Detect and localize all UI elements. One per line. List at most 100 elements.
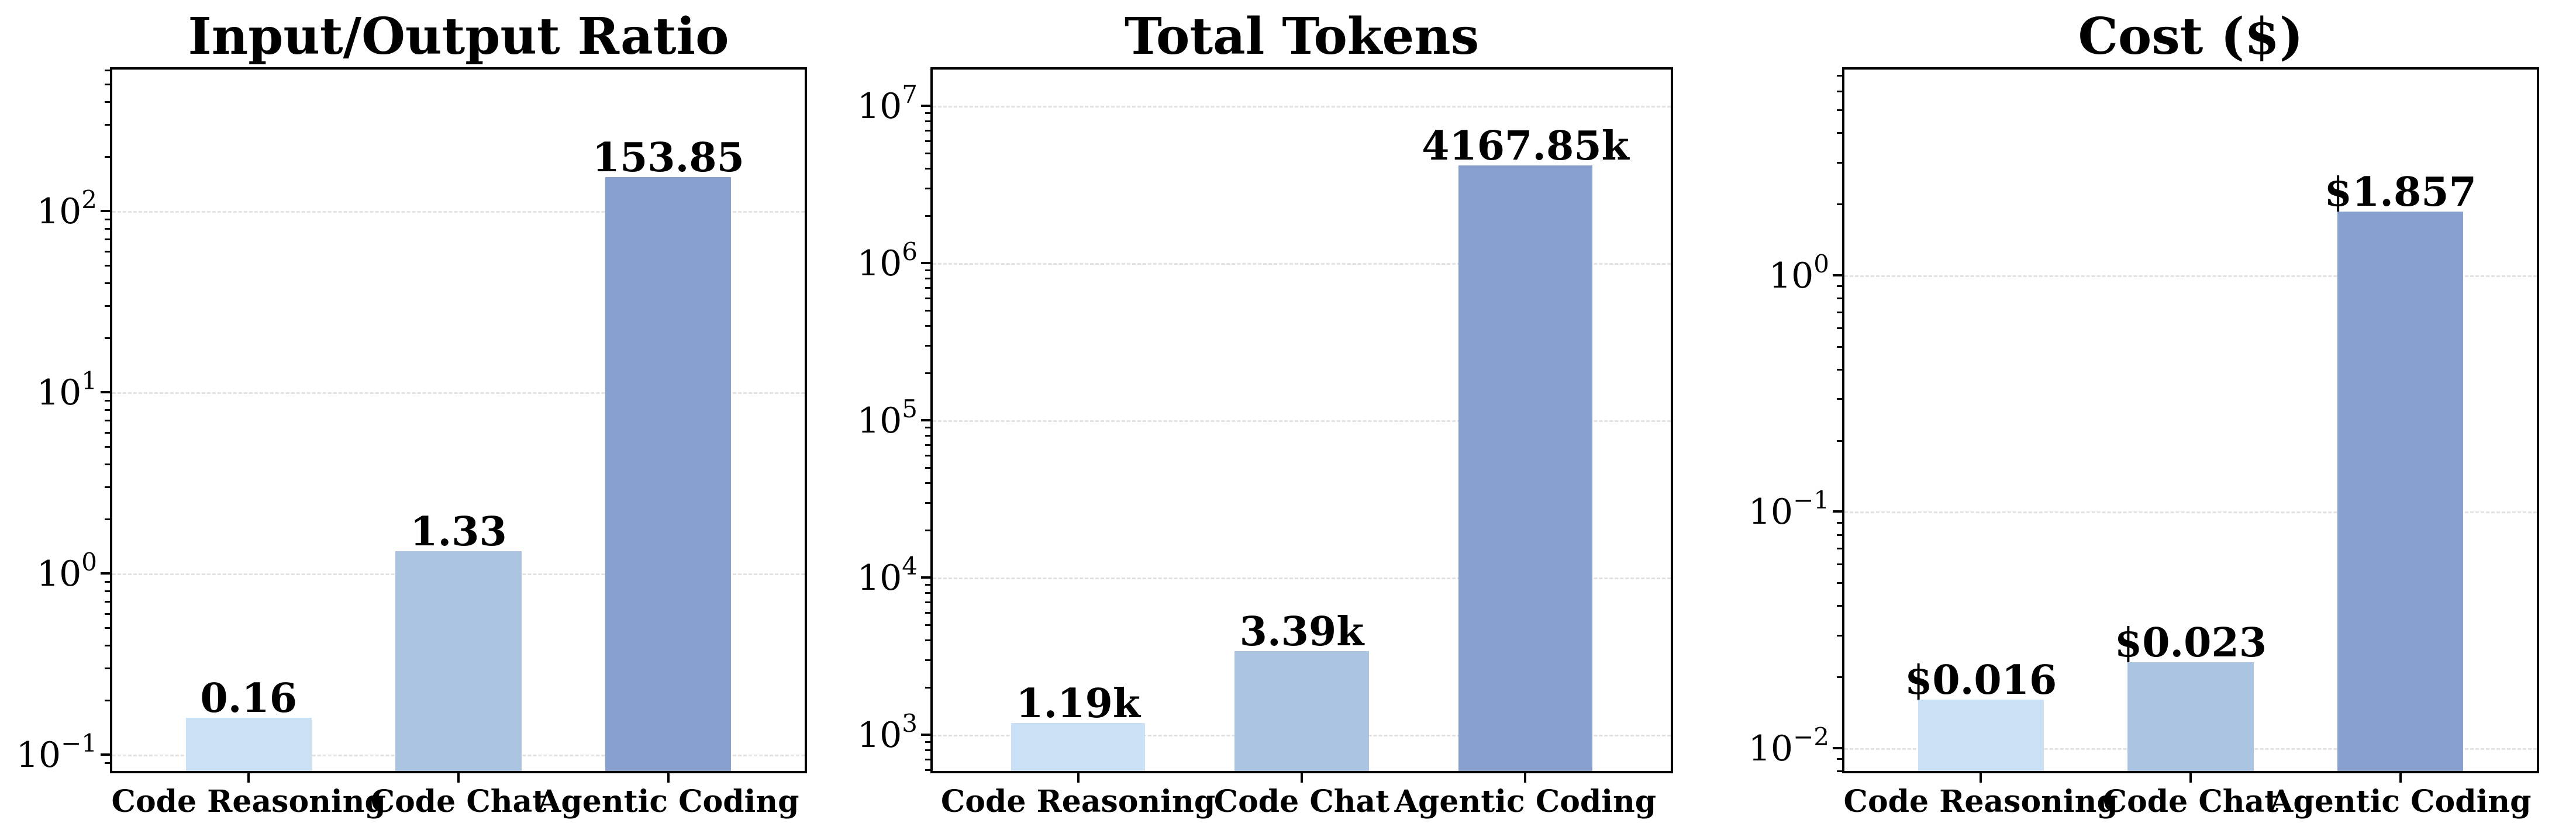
x-tick [1980,773,1982,783]
y-minor-tick [105,419,110,421]
y-minor-tick [105,219,110,221]
chart-panel-1: Input/Output Ratio 10−1 100 101 102 0.16 Code … [0,0,924,837]
bar-value-label: 4167.85k [1422,123,1629,170]
y-minor-tick [925,129,930,132]
bar-value-label: 0.16 [200,675,298,722]
bar-agentic-coding [605,177,732,771]
bar-value-label: 3.39k [1239,608,1364,656]
y-minor-tick [1837,327,1842,329]
x-tick-label: Agentic Coding [537,784,799,819]
y-tick-label: 10−1 [16,729,97,776]
y-minor-tick [1837,582,1842,584]
y-minor-tick [925,309,930,312]
y-minor-tick [105,282,110,285]
y-minor-tick [105,305,110,307]
chart-title: Total Tokens [1124,7,1480,66]
y-minor-tick [925,286,930,289]
y-minor-tick [1837,521,1842,524]
y-minor-tick [925,215,930,217]
y-minor-tick [105,265,110,267]
y-major-tick [1833,510,1842,513]
plot-area: 10−1 100 101 102 0.16 Code Reasoning 1.33 Code … [16,67,807,819]
y-minor-tick [105,627,110,630]
bar-code-chat [2127,662,2254,771]
y-major-tick [921,734,930,736]
y-minor-tick [105,431,110,434]
y-minor-tick [105,645,110,647]
x-tick-label: Agentic Coding [2270,784,2532,819]
y-minor-tick [1837,440,1842,442]
y-minor-tick [925,152,930,154]
y-tick-label: 102 [36,185,97,232]
x-tick [1524,773,1527,783]
x-tick [1301,773,1303,783]
y-tick-label: 107 [857,79,918,127]
bar-agentic-coding [2337,212,2464,771]
y-minor-tick [1837,534,1842,536]
bar-value-label: 1.19k [1016,680,1140,727]
y-minor-tick [105,601,110,603]
y-minor-tick [105,699,110,701]
y-tick-label: 10−2 [1748,722,1829,769]
y-minor-tick [105,590,110,593]
y-tick-label: 106 [857,237,918,284]
y-minor-tick [1837,758,1842,760]
gridline [933,577,1671,580]
x-tick [457,773,460,783]
y-minor-tick [925,659,930,661]
bar-value-label: $0.023 [2114,620,2267,667]
y-minor-tick [925,530,930,532]
x-tick [2399,773,2402,783]
y-minor-tick [105,762,110,765]
chart-title: Cost ($) [2078,7,2303,66]
x-tick-label: Code Reasoning [1843,784,2118,819]
y-minor-tick [105,486,110,489]
y-minor-tick [925,325,930,327]
y-minor-tick [1837,368,1842,371]
x-tick-label: Agentic Coding [1394,784,1657,819]
y-minor-tick [925,344,930,347]
y-minor-tick [105,581,110,583]
gridline [112,210,805,213]
x-tick-label: Code Chat [1213,784,1390,819]
gridline [933,420,1671,422]
y-minor-tick [925,482,930,485]
y-minor-tick [925,454,930,456]
y-minor-tick [925,601,930,603]
y-minor-tick [105,613,110,615]
y-minor-tick [105,155,110,158]
x-tick-label: Code Chat [370,784,547,819]
y-major-tick [921,261,930,264]
y-minor-tick [105,84,110,86]
y-minor-tick [1837,311,1842,313]
x-tick [247,773,250,783]
y-minor-tick [1837,285,1842,288]
y-minor-tick [925,444,930,446]
y-minor-tick [925,278,930,280]
y-major-tick [101,209,110,212]
y-tick-label: 100 [36,548,97,594]
y-minor-tick [105,464,110,466]
y-minor-tick [925,592,930,594]
y-minor-tick [925,769,930,771]
gridline [1844,275,2537,277]
bar-value-label: $0.016 [1905,657,2057,704]
y-minor-tick [925,372,930,374]
y-minor-tick [105,409,110,411]
x-tick [667,773,670,783]
y-minor-tick [925,297,930,299]
y-minor-tick [105,400,110,402]
gridline [112,392,805,394]
bar-code-chat [395,551,522,771]
bar-code-reasoning [1011,722,1146,771]
y-minor-tick [925,269,930,272]
y-minor-tick [1837,676,1842,679]
y-tick-label: 101 [36,366,97,413]
x-tick [2189,773,2192,783]
y-minor-tick [1837,91,1842,93]
y-minor-tick [105,337,110,339]
bar-agentic-coding [1458,165,1593,771]
y-minor-tick [1837,345,1842,348]
y-minor-tick [1837,75,1842,77]
y-tick-label: 105 [857,395,918,441]
